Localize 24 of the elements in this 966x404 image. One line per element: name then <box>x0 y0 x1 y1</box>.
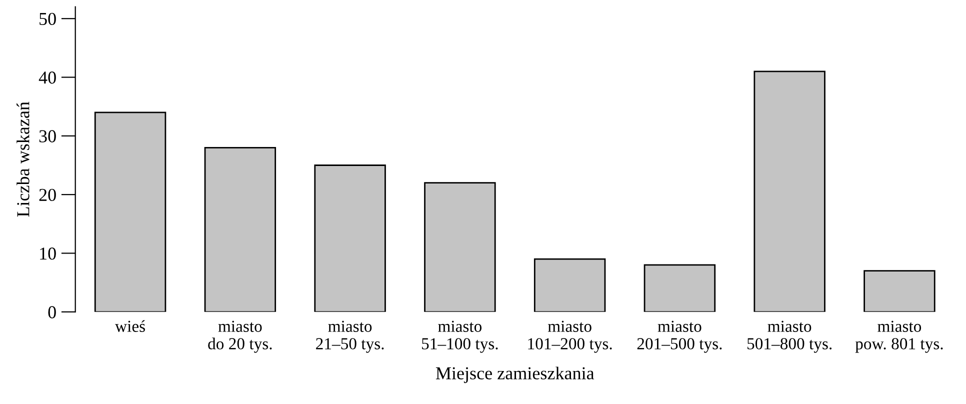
x-tick-label: miasto 21–50 tys. <box>316 320 384 353</box>
x-tick-label: wieś <box>115 320 145 332</box>
y-tick-label: 20 <box>39 188 56 202</box>
bar <box>204 146 276 312</box>
y-tick-label: 30 <box>39 130 56 142</box>
bar <box>754 70 826 312</box>
bar <box>314 164 386 312</box>
x-tick-label: miasto 501–800 tys. <box>747 320 832 353</box>
y-tick-label: 10 <box>40 247 56 260</box>
bar <box>94 112 166 312</box>
x-axis-title: Miejsce zamieszkania <box>436 366 594 384</box>
x-tick-label: miasto 201–500 tys. <box>637 320 722 353</box>
x-tick-label: miasto pow. 801 tys. <box>855 320 943 353</box>
bar <box>534 258 606 312</box>
bar <box>864 270 936 312</box>
bar <box>644 264 716 312</box>
bar <box>424 182 496 312</box>
x-tick-label: miasto do 20 tys. <box>208 320 272 353</box>
y-tick-label: 40 <box>38 72 56 84</box>
x-tick-label: miasto 101–200 tys. <box>528 320 612 353</box>
y-tick-label: 50 <box>40 12 56 26</box>
x-tick-label: miasto 51–100 tys. <box>422 320 498 353</box>
y-axis-title: Liczba wskazań <box>16 102 30 217</box>
y-tick-label: 0 <box>48 306 56 318</box>
